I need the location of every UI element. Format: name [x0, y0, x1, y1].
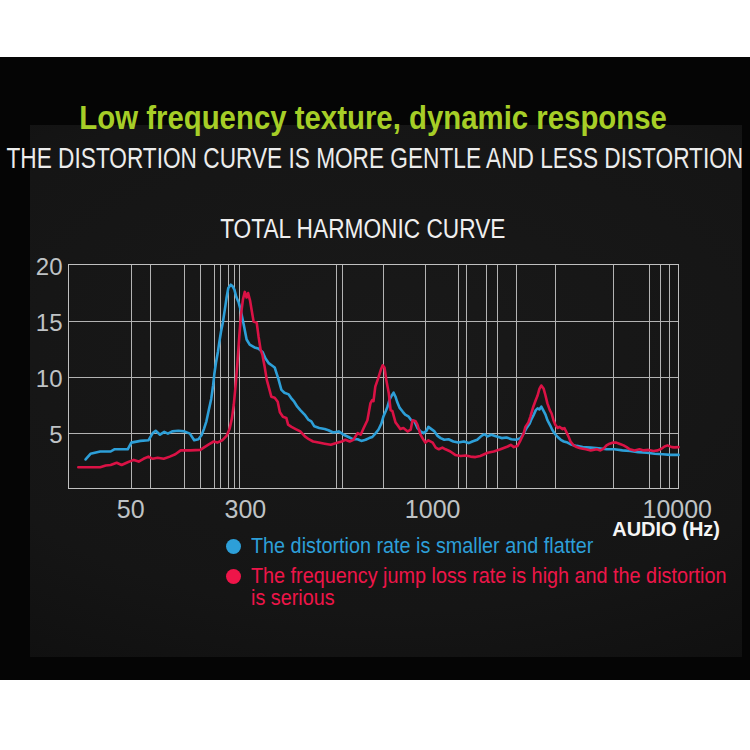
- legend-label-red: The frequency jump loss rate is high and…: [251, 565, 735, 609]
- legend-label-blue: The distortion rate is smaller and flatt…: [251, 535, 735, 557]
- x-tick-label: 1000: [405, 495, 461, 523]
- y-tick-label: 5: [49, 421, 62, 448]
- legend: The distortion rate is smaller and flatt…: [226, 535, 750, 617]
- y-tick-label: 15: [36, 309, 63, 336]
- legend-dot-red-icon: [226, 569, 241, 584]
- x-tick-label: 300: [225, 495, 267, 523]
- legend-row-red: The frequency jump loss rate is high and…: [226, 565, 750, 609]
- harmonic-curve-chart: 201510550300100010000: [0, 0, 750, 750]
- legend-row-blue: The distortion rate is smaller and flatt…: [226, 535, 750, 557]
- y-tick-label: 10: [36, 365, 63, 392]
- page: Low frequency texture, dynamic response …: [0, 0, 750, 750]
- legend-dot-blue-icon: [226, 539, 241, 554]
- curve-frequency-jump-loss: [78, 292, 678, 467]
- y-tick-label: 20: [36, 253, 63, 280]
- plot-border: [69, 265, 679, 489]
- x-tick-label: 50: [117, 495, 145, 523]
